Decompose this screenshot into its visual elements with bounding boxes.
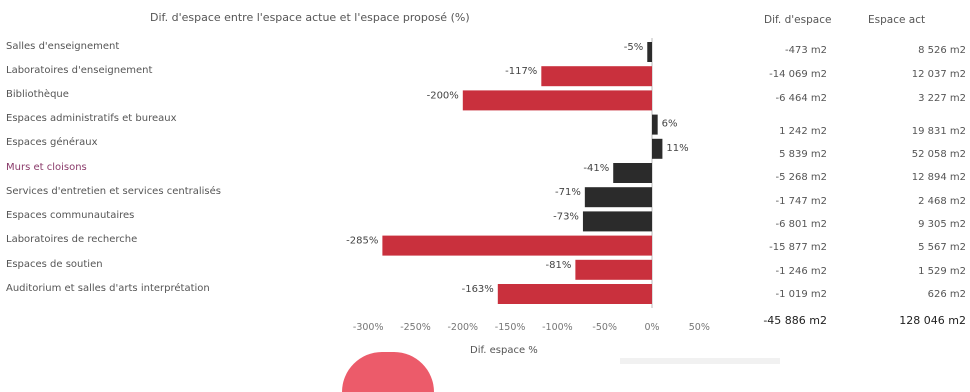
dif-espace-value: 5 839 m2: [779, 149, 827, 160]
dif-espace-value: -14 069 m2: [769, 69, 827, 80]
dif-espace-value: -6 464 m2: [775, 93, 827, 104]
data-label: -200%: [427, 90, 459, 101]
category-label: Laboratoires d'enseignement: [6, 65, 153, 76]
dif-espace-total: -45 886 m2: [763, 314, 827, 327]
chart-title: Dif. d'espace entre l'espace actue et l'…: [150, 11, 470, 24]
dif-espace-value: -15 877 m2: [769, 242, 827, 253]
x-tick-label: 50%: [689, 322, 710, 333]
bar: [582, 211, 652, 232]
x-tick-label: -50%: [592, 322, 617, 333]
bar: [584, 187, 652, 208]
espace-act-total: 128 046 m2: [899, 314, 966, 327]
decorative-strip: [620, 358, 780, 364]
dif-espace-value: -6 801 m2: [775, 219, 827, 230]
espace-act-value: 19 831 m2: [911, 126, 966, 137]
bar: [462, 90, 652, 111]
category-label: Espaces administratifs et bureaux: [6, 113, 177, 124]
bar: [647, 42, 652, 62]
bar-chart: -5% -117% -200% 6% 11% -41% -71% -73% -285% -81% -…: [346, 38, 710, 333]
espace-act-value: 5 567 m2: [918, 242, 966, 253]
espace-act-value: 12 037 m2: [911, 69, 966, 80]
data-label: -5%: [624, 42, 643, 53]
data-label: -41%: [583, 163, 609, 174]
x-tick-label: -150%: [495, 322, 526, 333]
data-label: -71%: [555, 187, 581, 198]
category-label: Bibliothèque: [6, 89, 69, 100]
data-label: -73%: [553, 211, 579, 222]
data-label: -163%: [462, 284, 494, 295]
data-label: 6%: [662, 119, 678, 130]
bar: [652, 114, 658, 135]
data-label: 11%: [666, 143, 688, 154]
category-label: Espaces communautaires: [6, 210, 135, 221]
column-header-dif-espace: Dif. d'espace: [764, 14, 832, 26]
espace-act-value: 2 468 m2: [918, 196, 966, 207]
x-tick-label: -300%: [353, 322, 384, 333]
category-label: Salles d'enseignement: [6, 41, 120, 52]
dif-espace-value: -473 m2: [785, 45, 827, 56]
bar: [613, 163, 652, 183]
data-label: -117%: [505, 66, 537, 77]
x-tick-label: 0%: [644, 322, 659, 333]
espace-act-value: 1 529 m2: [918, 266, 966, 277]
x-tick-label: -200%: [448, 322, 479, 333]
bar: [652, 138, 663, 159]
espace-act-value: 12 894 m2: [911, 172, 966, 183]
category-label: Espaces de soutien: [6, 259, 103, 270]
bar: [541, 66, 652, 87]
category-label: Laboratoires de recherche: [6, 234, 138, 245]
category-label: Services d'entretien et services central…: [6, 186, 222, 197]
espace-act-value: 9 305 m2: [918, 219, 966, 230]
column-header-espace-act: Espace act: [868, 14, 926, 26]
espace-act-value: 8 526 m2: [918, 45, 966, 56]
bar: [575, 259, 652, 280]
dif-espace-value: -1 246 m2: [775, 266, 827, 277]
x-tick-label: -100%: [542, 322, 573, 333]
x-axis-label: Dif. espace %: [470, 345, 538, 356]
bar: [497, 284, 652, 304]
dif-espace-value: -1 019 m2: [775, 289, 827, 300]
dif-espace-value: -1 747 m2: [775, 196, 827, 207]
category-label: Auditorium et salles d'arts interprétati…: [6, 283, 210, 294]
espace-act-value: 52 058 m2: [911, 149, 966, 160]
category-label: Espaces généraux: [6, 137, 98, 148]
data-label: -81%: [546, 260, 572, 271]
bar: [382, 235, 652, 256]
dif-espace-value: 1 242 m2: [779, 126, 827, 137]
espace-act-value: 3 227 m2: [918, 93, 966, 104]
category-label: Murs et cloisons: [6, 162, 87, 173]
x-tick-label: -250%: [400, 322, 431, 333]
dif-espace-value: -5 268 m2: [775, 172, 827, 183]
espace-act-value: 626 m2: [927, 289, 966, 300]
data-label: -285%: [346, 236, 378, 247]
